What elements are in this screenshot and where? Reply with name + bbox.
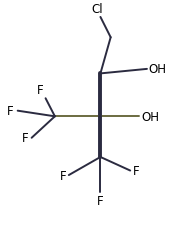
Text: F: F [59,169,66,182]
Text: OH: OH [149,63,167,76]
Text: F: F [22,132,29,145]
Text: OH: OH [141,110,159,123]
Text: F: F [37,84,44,96]
Text: Cl: Cl [91,3,102,16]
Text: F: F [97,194,104,207]
Text: F: F [133,164,140,177]
Text: F: F [7,105,14,118]
